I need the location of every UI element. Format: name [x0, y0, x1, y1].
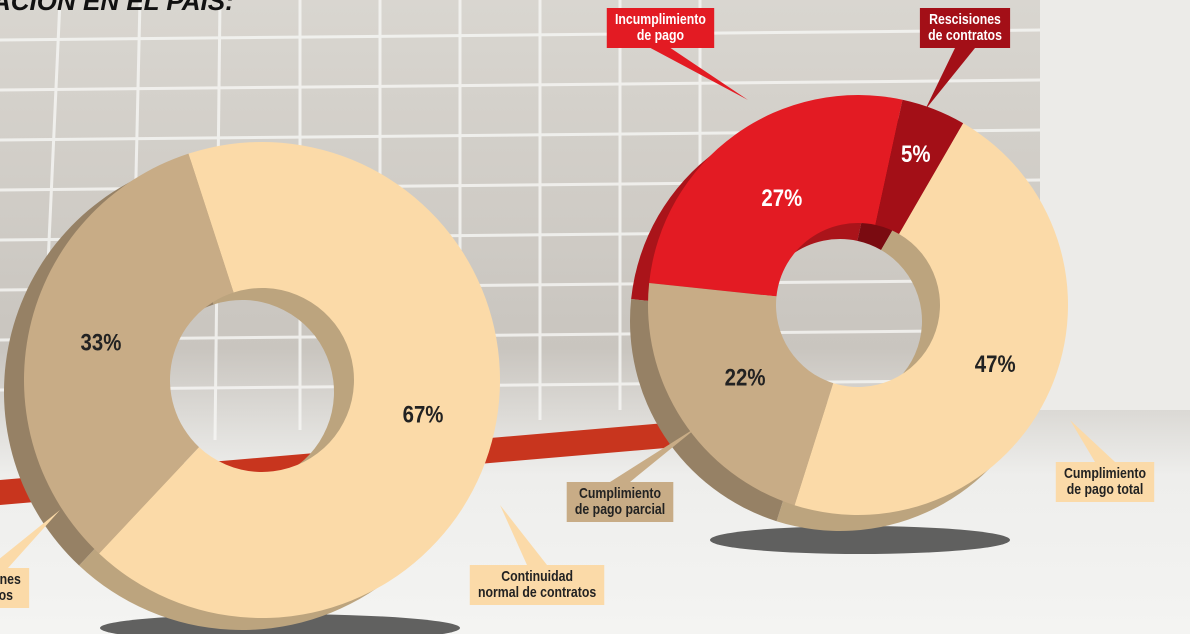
category-label: Continuidad normal de contratos: [469, 565, 605, 605]
label-pointer: [610, 425, 700, 482]
value-label: 5%: [901, 141, 931, 168]
value-label: 33%: [81, 329, 122, 356]
value-label: 27%: [761, 184, 802, 211]
value-label: 67%: [403, 401, 444, 428]
label-pointer: [925, 48, 975, 110]
value-label: 47%: [975, 350, 1016, 377]
slice: [647, 283, 834, 506]
slice: [23, 153, 234, 554]
category-label: Incumplimiento de pago: [606, 8, 715, 48]
slice: [649, 94, 903, 297]
slice: [875, 99, 964, 235]
label-pointer: [650, 48, 748, 100]
label-pointer: [500, 505, 547, 565]
slice: [99, 142, 500, 618]
label-pointer: [1070, 420, 1115, 462]
category-label: Cumplimiento de pago parcial: [566, 482, 674, 522]
category-label: Rescisiones de contratos: [919, 8, 1011, 48]
value-label: 22%: [725, 364, 766, 391]
chart-title: ACIÓN EN EL PAÍS:: [0, 0, 234, 16]
slice: [794, 123, 1068, 516]
category-label: aciones ratos: [0, 568, 30, 608]
category-label: Cumplimiento de pago total: [1055, 462, 1155, 502]
label-pointer: [0, 510, 60, 568]
